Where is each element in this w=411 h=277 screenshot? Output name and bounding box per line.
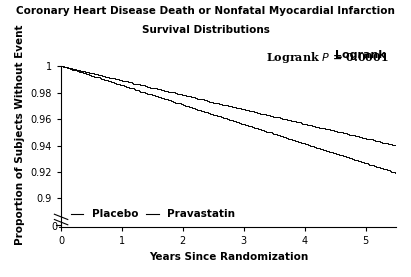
Text: Logrank $P$ = 0.0001: Logrank $P$ = 0.0001: [266, 50, 389, 65]
Legend: Placebo, Pravastatin: Placebo, Pravastatin: [69, 208, 236, 220]
Text: Logrank: Logrank: [335, 50, 389, 60]
Y-axis label: Proportion of Subjects Without Event: Proportion of Subjects Without Event: [15, 25, 25, 245]
X-axis label: Years Since Randomization: Years Since Randomization: [149, 252, 308, 262]
Text: Coronary Heart Disease Death or Nonfatal Myocardial Infarction: Coronary Heart Disease Death or Nonfatal…: [16, 6, 395, 16]
Text: 0: 0: [52, 222, 58, 232]
Text: Survival Distributions: Survival Distributions: [141, 25, 270, 35]
